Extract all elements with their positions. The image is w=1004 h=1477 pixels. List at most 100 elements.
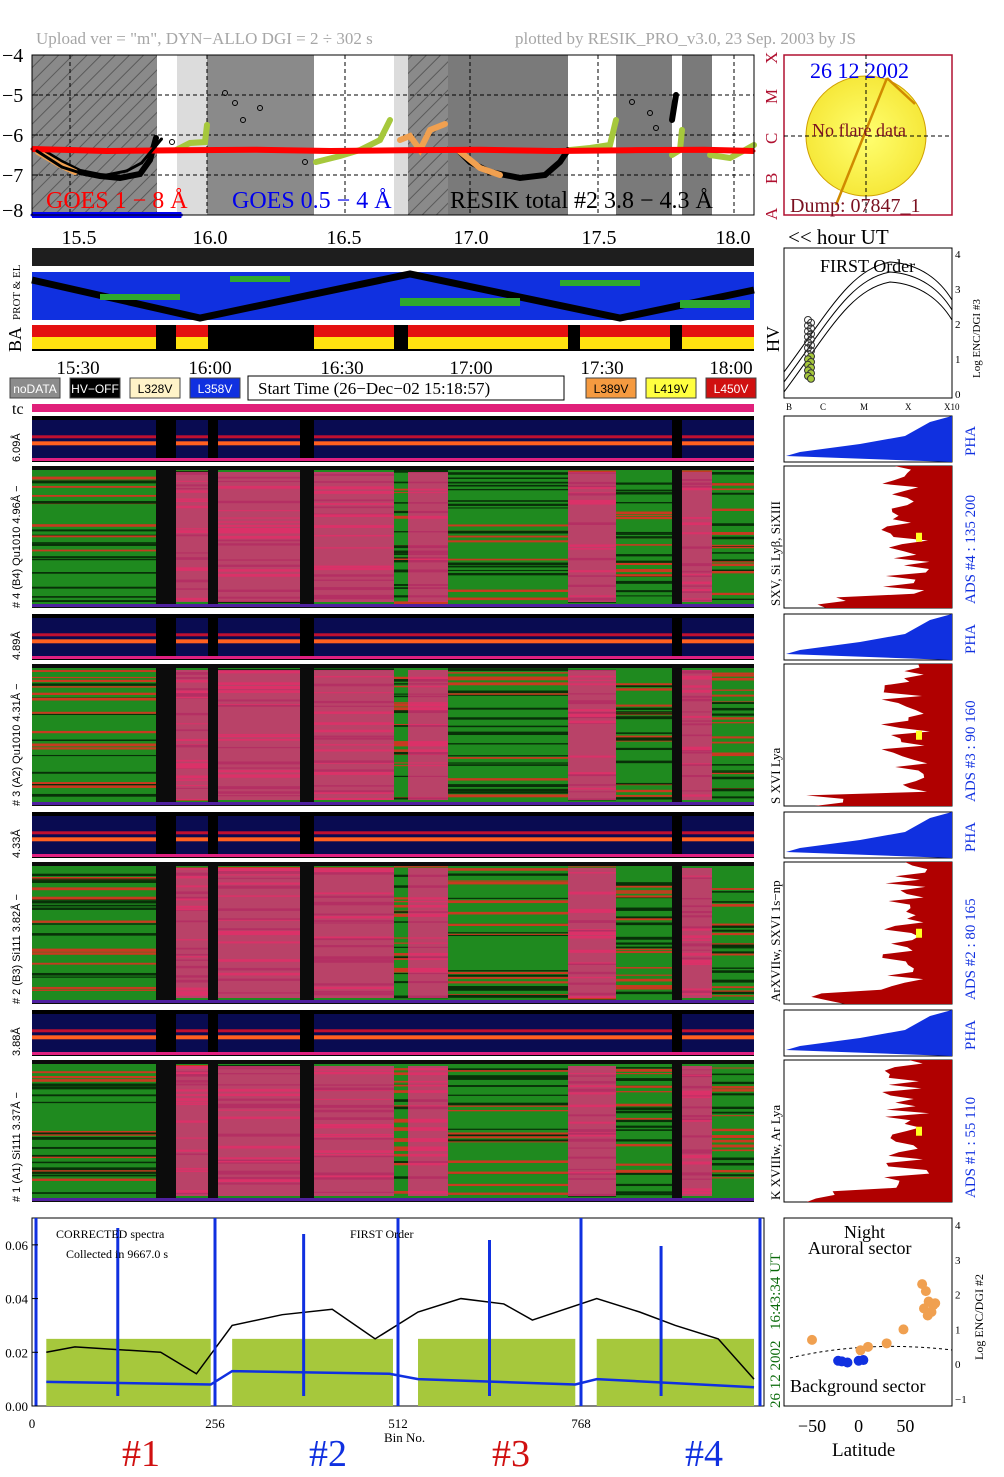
spec-stripe (616, 795, 672, 797)
spec-stripe (712, 1157, 754, 1160)
sun-date: 26 12 2002 (810, 58, 909, 83)
spec-stripe (448, 1134, 568, 1136)
spec-stripe (32, 501, 156, 503)
spec-stripe (712, 945, 754, 948)
pha-band (314, 1035, 394, 1039)
channel-3: 4.89Å# 3 (A2) Qu1010 4.31Å − S XVI LyaPHA… (10, 614, 979, 806)
pha-label: PHA (963, 624, 979, 654)
pha-band (682, 1035, 712, 1039)
spec-stripe (32, 921, 156, 923)
pha-band-halo (712, 435, 754, 438)
spec-stripe (32, 686, 156, 688)
ads-label: ADS #2 : 80 165 (963, 898, 979, 1000)
goes-class-label: X (762, 52, 781, 64)
spec-stripe (616, 737, 672, 740)
prot-el-strip: PROT & EL BA HV (5, 248, 783, 352)
spec-stripe (616, 937, 672, 940)
latitude-point (926, 1307, 936, 1317)
spec-stripe (32, 755, 156, 756)
header-right: plotted by RESIK_PRO_v3.0, 23 Sep. 2003 … (515, 29, 856, 48)
pha-band-halo (176, 633, 208, 636)
spec-stripe (32, 1170, 156, 1171)
pha-band-halo (176, 831, 208, 834)
pha-band-halo (218, 831, 300, 834)
spec-stripe (32, 542, 156, 544)
pha-band (682, 837, 712, 841)
pha-band-halo (394, 1029, 448, 1032)
spec-stripe (32, 1167, 156, 1170)
pha-band-halo (314, 1029, 394, 1032)
goes-point (553, 150, 556, 153)
pha-band-halo (314, 435, 394, 438)
spec-first-order: FIRST Order (350, 1227, 413, 1241)
pha-band (448, 1035, 568, 1039)
spec-stripe (616, 554, 672, 556)
pha-noise (616, 420, 672, 458)
spec-stripe (616, 683, 672, 685)
spec-stripe (448, 566, 568, 568)
lat-xtick-label: 0 (854, 1416, 863, 1436)
spec-stripe (448, 507, 568, 508)
pha-band (176, 639, 208, 643)
legend-goes-short: GOES 0.5 − 4 Å (232, 188, 392, 214)
spec-pink (176, 1066, 208, 1196)
spec-right-label: K XVIIIw, Ar Lya (768, 1105, 783, 1200)
spec-stripe (616, 1120, 672, 1122)
spec-stripe (448, 977, 568, 979)
spec-stripe (32, 524, 156, 526)
spec-stripe (616, 1086, 672, 1088)
pha-band-halo (568, 1029, 616, 1032)
spec-pink (568, 670, 616, 800)
spec-stripe (448, 1070, 568, 1072)
pha-band (394, 1035, 448, 1039)
spec-stripe (32, 963, 156, 965)
pha-noise (448, 618, 568, 656)
first-order-panel: FIRST Order Log ENC/DGI #3 43210 B C M X X10 (784, 248, 983, 412)
first-order-xtick: C (820, 402, 826, 412)
pha-base (32, 458, 754, 461)
pha-noise (682, 618, 712, 656)
pha-band-halo (394, 831, 448, 834)
spec-stripe (712, 708, 754, 711)
spec-stripe (448, 791, 568, 793)
goes-point (35, 150, 38, 153)
goes-point (404, 149, 407, 152)
spec-stripe (712, 951, 754, 953)
spec-xtick-label: 768 (571, 1416, 591, 1431)
pha-band (176, 441, 208, 445)
pha-noise (448, 816, 568, 854)
spec-stripe (32, 714, 156, 715)
pha-noise (218, 420, 300, 458)
pha-band (568, 837, 616, 841)
spec-stripe (448, 559, 568, 561)
tc-bar (32, 404, 754, 412)
spec-stripe (448, 912, 568, 915)
spec-stripe (616, 748, 672, 750)
goes-point (329, 150, 332, 153)
spec-fill (597, 1339, 754, 1406)
ads-label: ADS #1 : 55 110 (963, 1097, 979, 1198)
spec-stripe (616, 992, 672, 994)
spec-left-label: # 3 (A2) Qu1010 4.31Å − (10, 683, 23, 806)
spec-stripe (712, 967, 754, 968)
spec-stripe (712, 1086, 754, 1089)
spec-ut: 16:43:34 UT (768, 1253, 784, 1330)
goes-point (85, 174, 88, 177)
spec-stripe (712, 593, 754, 594)
spec-left-label: # 1 (A1) Si111 3.37Å − (10, 1092, 23, 1202)
goes-ytick-label: −6 (2, 125, 23, 147)
spec-stripe (712, 678, 754, 681)
spec-left-label: # 4 (B4) Qu1010 4.96Å − (10, 485, 23, 608)
spec-stripe (32, 905, 156, 907)
pha-band-halo (616, 831, 672, 834)
channel-2: 4.33Å# 2 (B3) Si111 3.82Å − ArXVIIw, SXVI… (10, 812, 979, 1004)
spec-stripe (448, 755, 568, 756)
spec-stripe (32, 1175, 156, 1176)
spec-stripe (32, 782, 156, 784)
pha-noise (176, 816, 208, 854)
spec-fill (418, 1339, 575, 1406)
spec-stripe (712, 537, 754, 540)
pha-band-halo (314, 831, 394, 834)
latitude-point (921, 1286, 931, 1296)
spec-pink (408, 1066, 448, 1196)
